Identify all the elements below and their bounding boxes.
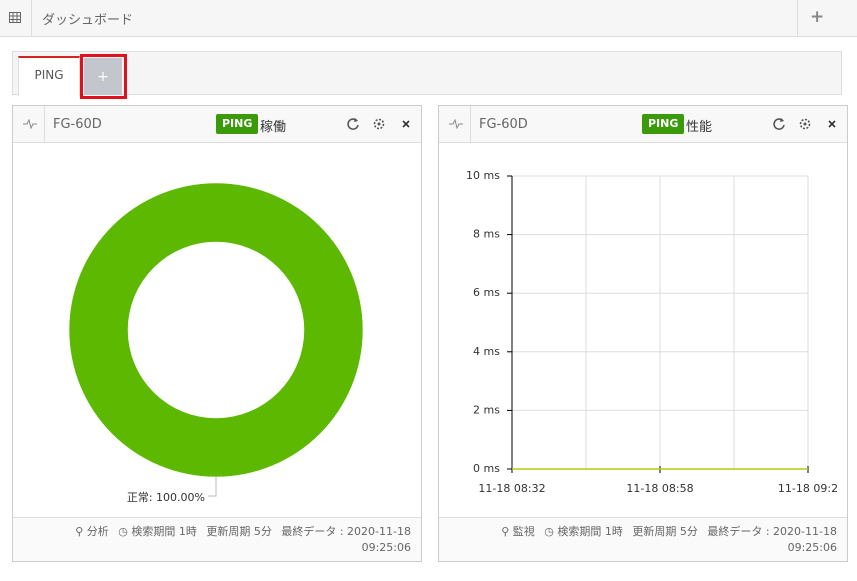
device-name: FG-60D [479,117,528,132]
badge: PING [216,114,259,134]
panel-header: FG-60D PING 性能 [439,106,847,143]
tab[interactable]: PING [18,56,80,96]
highlight-box [80,54,127,99]
footer-link[interactable]: ⚲ 分析 [75,525,109,538]
last-time: 09:25:06 [787,541,837,554]
period-text: 検索期間 1時 [131,525,197,538]
link-text[interactable]: 監視 [512,525,535,538]
period-text: 検索期間 1時 [557,525,623,538]
pulse-icon [449,119,463,129]
pulse-icon [23,119,37,129]
dashboard-title: ダッシュボード [42,13,134,28]
header-icons[interactable] [772,117,842,131]
header-icons[interactable] [346,117,416,131]
panel: FG-60D PING 性能 ⚲ 監視 ◷ 検索期間 1時 更新周期 5分 最終… [438,105,848,562]
period: ◷ 検索期間 1時 [544,525,623,538]
panel-header: FG-60D PING 稼働 [13,106,421,143]
interval: 更新周期 5分 [632,525,698,538]
device-name: FG-60D [53,117,102,132]
top-bar: ダッシュボード + [0,0,857,37]
panel-footer: ⚲ 分析 ◷ 検索期間 1時 更新周期 5分 最終データ : 2020-11-1… [13,517,421,561]
panel-footer: ⚲ 監視 ◷ 検索期間 1時 更新周期 5分 最終データ : 2020-11-1… [439,517,847,561]
add-tab[interactable]: + [84,58,122,95]
badge: PING [642,114,685,134]
panel: FG-60D PING 稼働 ⚲ 分析 ◷ 検索期間 1時 更新周期 5分 最終… [12,105,422,562]
panel-kind: 稼働 [260,120,287,135]
panel-kind: 性能 [686,120,713,135]
period: ◷ 検索期間 1時 [118,525,197,538]
interval: 更新周期 5分 [206,525,272,538]
add-button[interactable]: + [810,7,825,27]
tab-bar [12,51,842,95]
link-text[interactable]: 分析 [86,525,109,538]
last-data: 最終データ : 2020-11-18 [281,525,411,538]
last-data: 最終データ : 2020-11-18 [707,525,837,538]
footer-link[interactable]: ⚲ 監視 [501,525,535,538]
last-time: 09:25:06 [361,541,411,554]
grid-icon [9,12,21,23]
